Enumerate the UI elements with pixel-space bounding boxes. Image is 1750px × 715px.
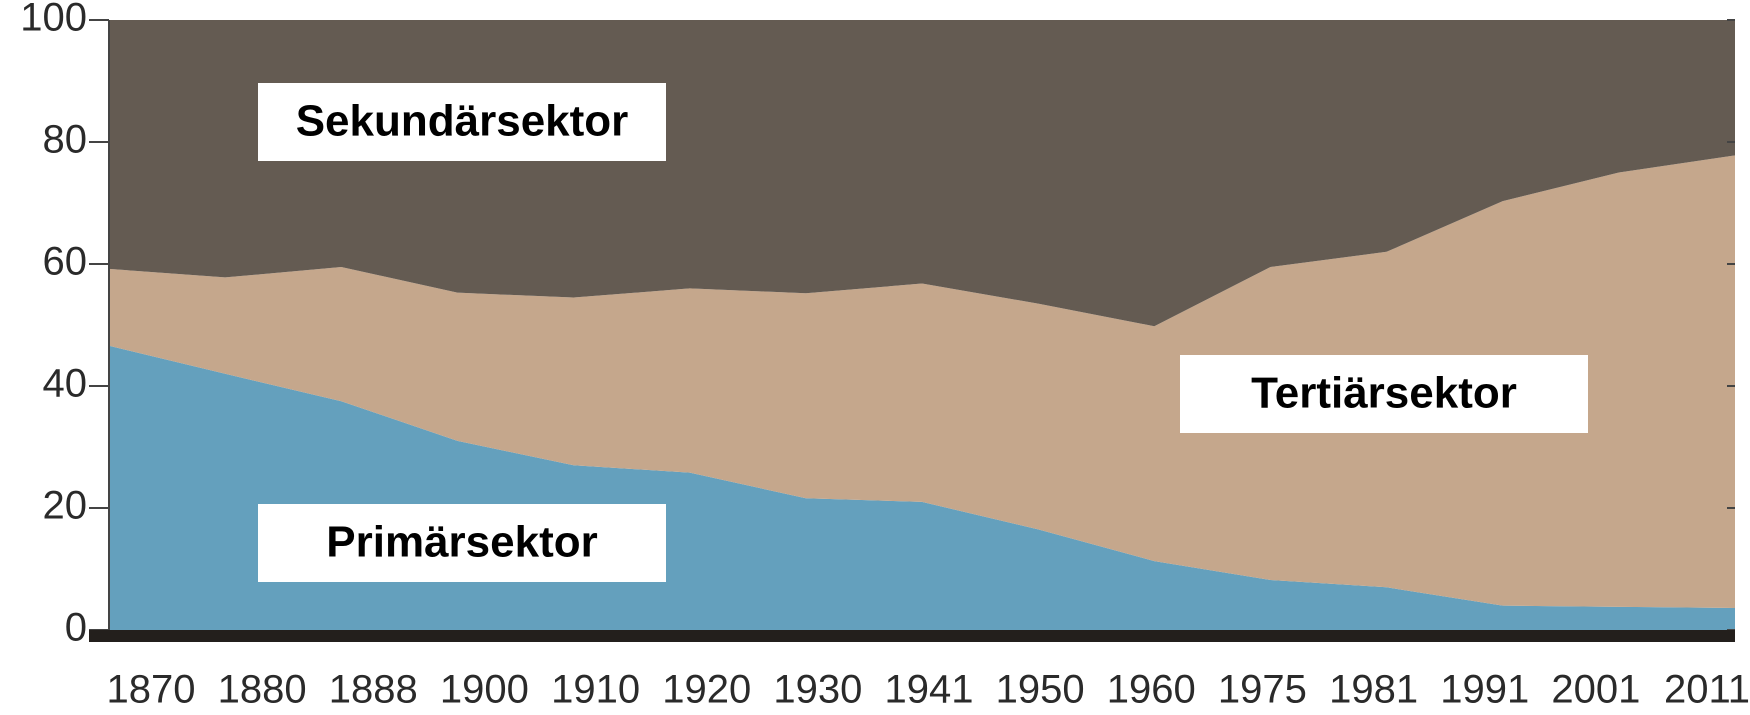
x-tick-label: 1910 xyxy=(551,668,640,712)
x-tick-label: 1920 xyxy=(662,668,751,712)
y-tick-label: 80 xyxy=(43,118,88,162)
x-tick-label: 2001 xyxy=(1551,668,1640,712)
x-tick-label: 1950 xyxy=(996,668,1085,712)
x-tick-label: 2011 xyxy=(1664,668,1750,712)
y-tick-label: 20 xyxy=(43,484,88,528)
x-tick-label: 1941 xyxy=(885,668,974,712)
area xyxy=(109,155,1735,609)
label-box xyxy=(1180,355,1588,433)
x-tick-label: 1930 xyxy=(773,668,862,712)
x-tick-label: 1880 xyxy=(218,668,307,712)
y-tick-label: 60 xyxy=(43,240,88,284)
y-tick-label: 0 xyxy=(65,606,87,650)
x-tick-label: 1991 xyxy=(1440,668,1529,712)
x-tick-label: 1981 xyxy=(1329,668,1418,712)
y-tick-label: 40 xyxy=(43,362,88,406)
x-tick-label: 1975 xyxy=(1218,668,1307,712)
x-tick-label: 1960 xyxy=(1107,668,1196,712)
series-label: Sekundärsektor xyxy=(296,97,629,146)
y-tick-label: 100 xyxy=(20,0,87,40)
series-label: Tertiärsektor xyxy=(1251,369,1517,418)
x-tick-label: 1870 xyxy=(107,668,196,712)
label-box xyxy=(258,83,666,161)
baseline xyxy=(89,630,1735,642)
x-tick-label: 1900 xyxy=(440,668,529,712)
series-label: Primärsektor xyxy=(326,518,597,567)
label-box xyxy=(258,504,666,582)
x-tick-label: 1888 xyxy=(329,668,418,712)
